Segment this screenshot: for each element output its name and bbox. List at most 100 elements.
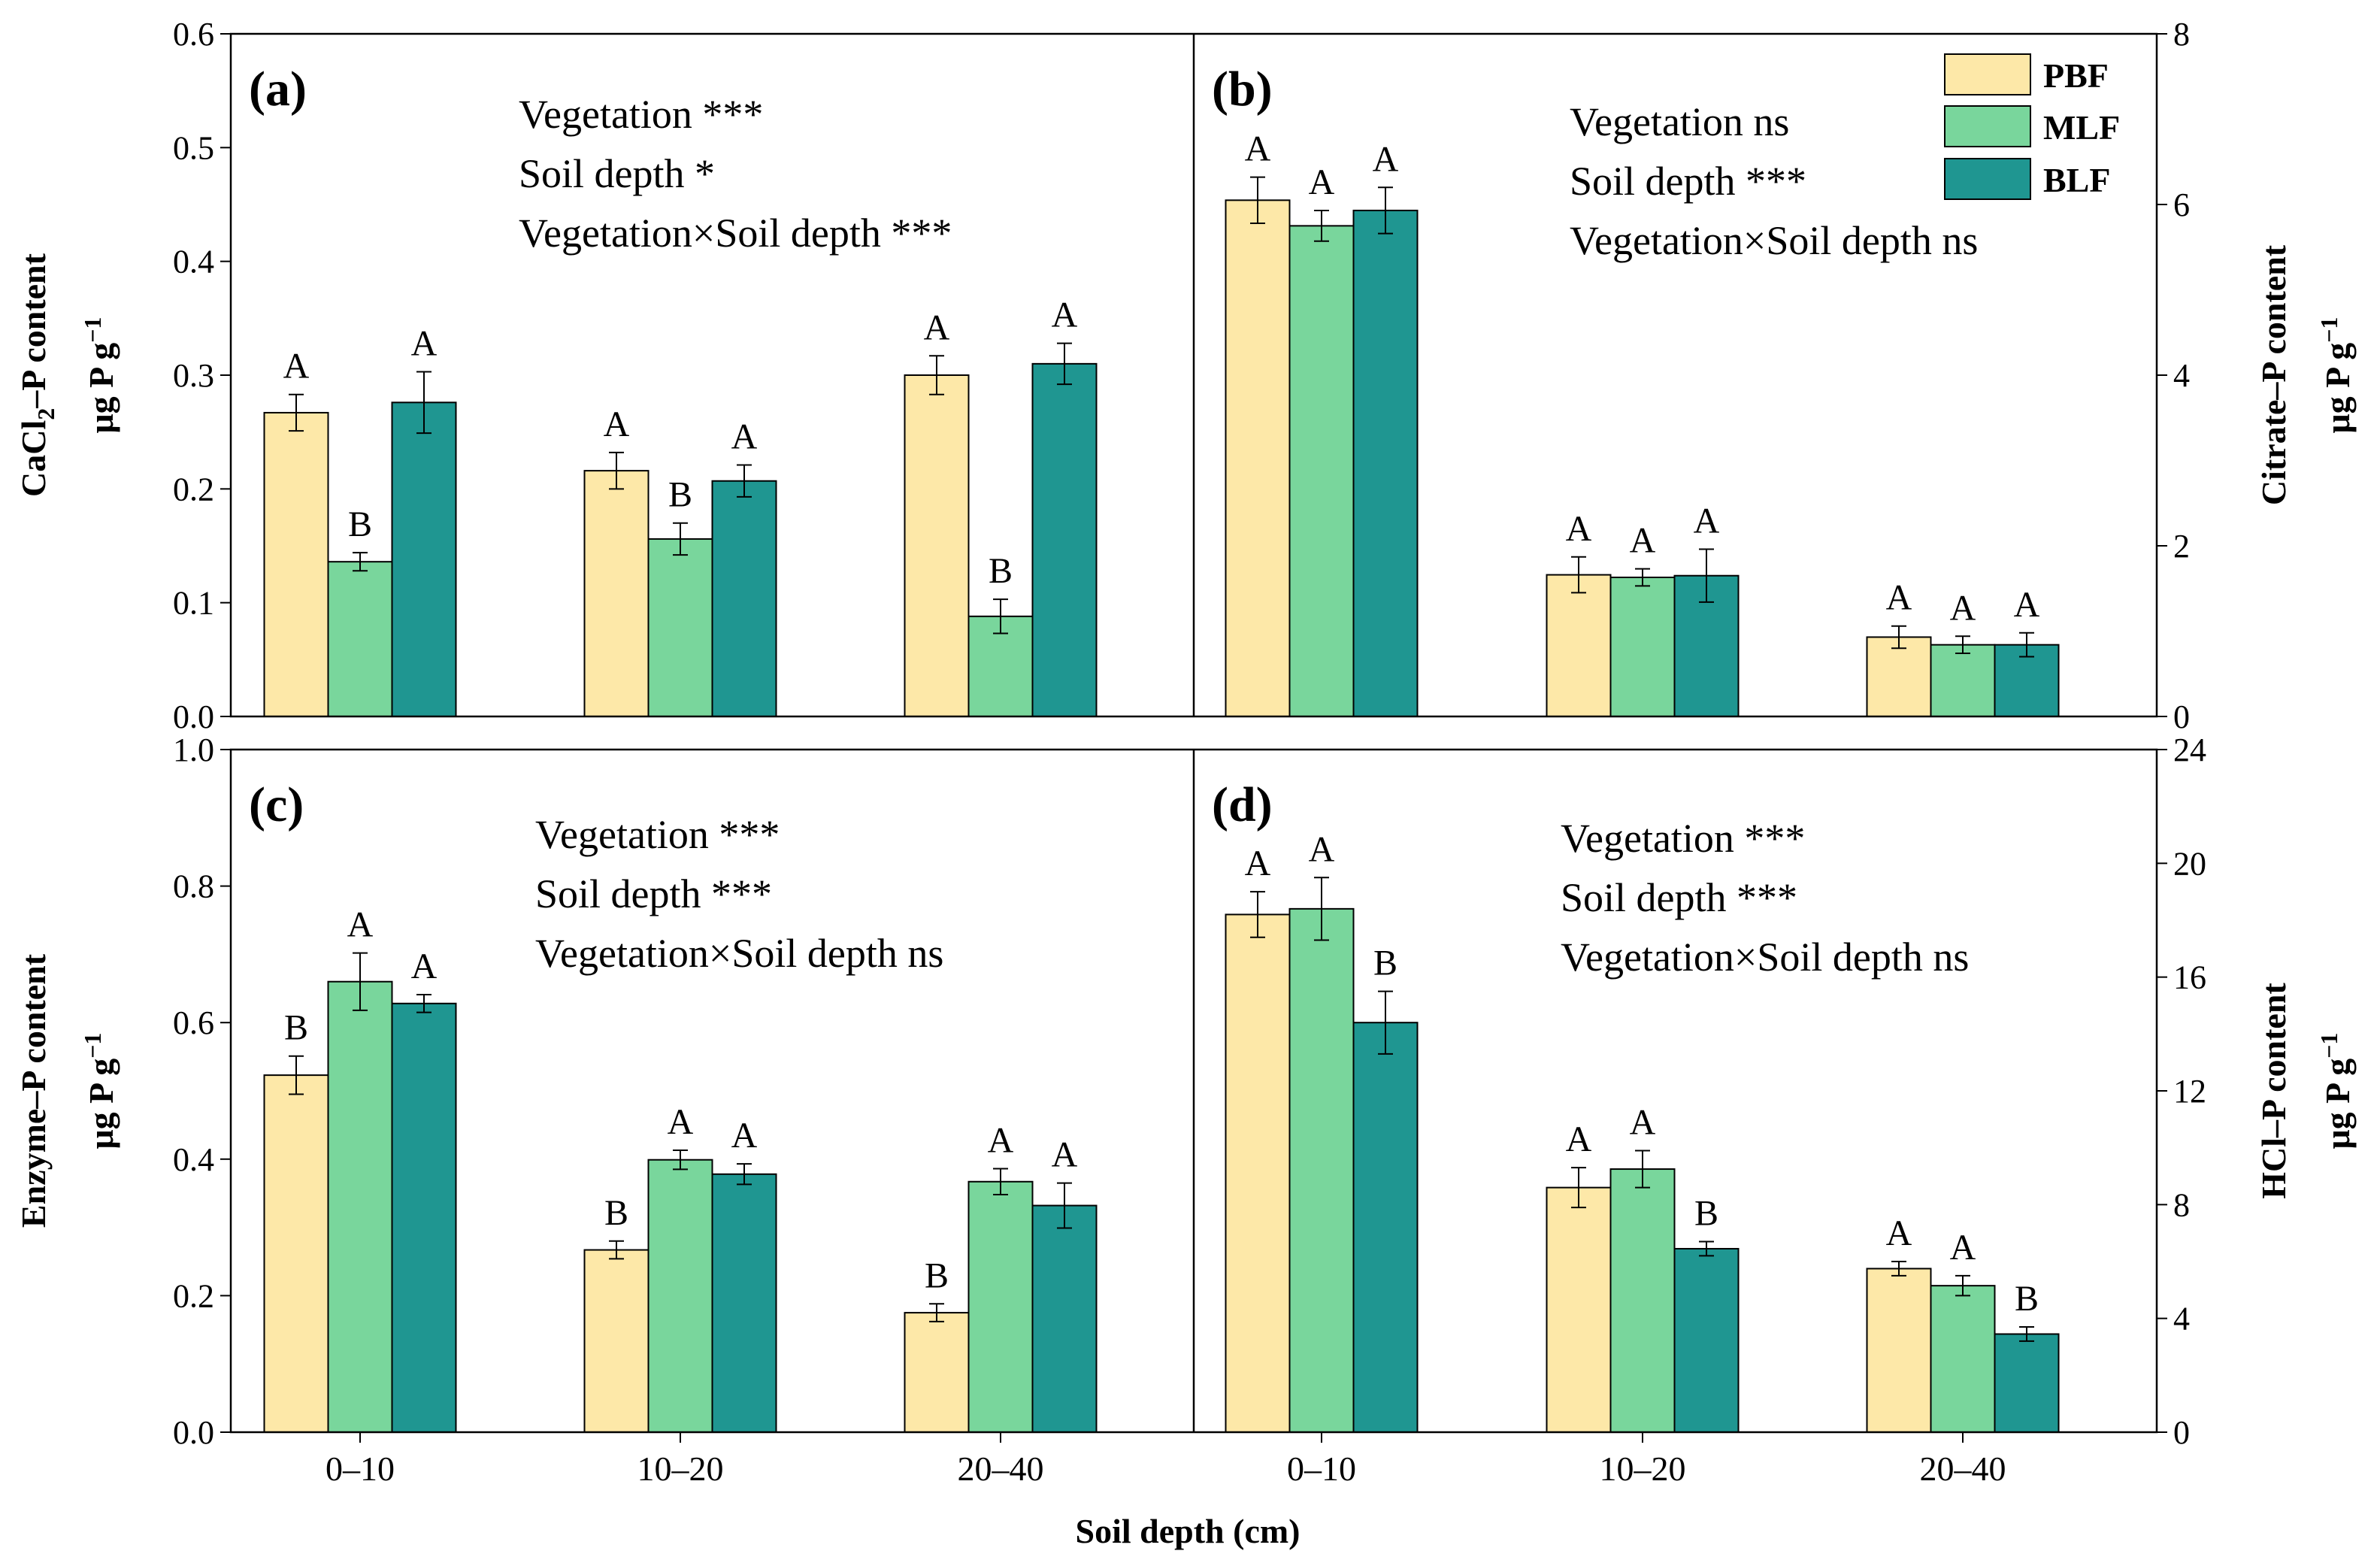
panel-d-bar-blf (1352, 1022, 1419, 1433)
panel-d-ytick-label: 20 (2173, 845, 2206, 882)
panel-c-ytick-label: 0.6 (173, 1004, 214, 1041)
panel-d-bar-blf (1994, 1333, 2060, 1433)
panel-d-ylabel-line1: HCl–P content (2254, 983, 2293, 1199)
panel-d-stat-line: Vegetation×Soil depth ns (1561, 934, 1969, 980)
panel-a-ylabel-line2: μg P g−1 (79, 317, 120, 434)
x-axis-label: Soil depth (cm) (1076, 1512, 1301, 1550)
panel-a-ytick-label: 0.4 (173, 244, 214, 280)
panel-c-bar-pbf (904, 1312, 970, 1433)
panel-d-bar-pbf (1546, 1186, 1612, 1433)
panel-b-sig-letter: A (1630, 521, 1656, 561)
panel-a-sig-letter: A (283, 347, 310, 386)
panel-a-stat-line: Soil depth * (519, 151, 715, 196)
panel-a-ytick-label: 0.6 (173, 16, 214, 53)
panel-d-bar-mlf (1930, 1285, 1996, 1433)
x-tick-label: 0–10 (1287, 1449, 1356, 1488)
panel-d-sig-letter: A (1886, 1213, 1912, 1253)
panel-c-stat-line: Vegetation×Soil depth ns (535, 931, 943, 976)
panel-c-stat-line: Soil depth *** (535, 871, 772, 916)
panel-a-ylabel-rest: –P content (14, 253, 53, 408)
panel-a-bar-blf (1031, 362, 1098, 717)
legend-label-pbf: PBF (2043, 56, 2109, 95)
panel-a-bar-mlf (647, 538, 713, 717)
panel-d-ytick-label: 24 (2173, 732, 2206, 768)
panel-a-ylabel-unit: μg P g (82, 343, 120, 434)
panel-d-sig-letter: A (1245, 844, 1271, 883)
panel-c-bar-blf (391, 1002, 457, 1433)
panel-c-ylabel-unit: μg P g (82, 1059, 120, 1150)
legend-swatch-mlf (1944, 105, 2031, 147)
panel-c-sig-letter: A (668, 1102, 694, 1142)
panel-d-bar-pbf (1866, 1268, 1932, 1434)
panel-b-sig-letter: A (1373, 139, 1399, 179)
panel-b-sig-letter: A (1886, 578, 1912, 618)
panel-b-ylabel-text: Citrate–P content (2254, 244, 2293, 505)
panel-a-ytick-label: 0.0 (173, 698, 214, 735)
panel-d-label: (d) (1212, 777, 1273, 832)
panel-b-bar-pbf (1225, 199, 1291, 717)
panel-b-ytick-label: 4 (2173, 357, 2190, 394)
panel-b-bar-mlf (1288, 225, 1355, 717)
panel-d-sig-letter: B (1694, 1194, 1718, 1234)
legend-swatch-pbf (1944, 53, 2031, 95)
panel-c-bar-mlf (967, 1180, 1034, 1434)
panel-c-label: (c) (249, 777, 304, 832)
panel-a-sig-letter: A (604, 404, 630, 444)
panel-b-bar-pbf (1546, 574, 1612, 718)
panel-c-sig-letter: A (411, 947, 438, 986)
panel-d-bar-mlf (1288, 907, 1355, 1434)
panel-a-label: (a) (249, 62, 307, 117)
panel-b-bar-blf (1352, 209, 1419, 717)
panel-a-bar-pbf (904, 374, 970, 717)
panel-c-stat-line: Vegetation *** (535, 812, 780, 857)
panel-a-bar-pbf (263, 411, 329, 717)
panel-c-sig-letter: B (284, 1008, 308, 1048)
legend: PBF MLF BLF (1944, 53, 2120, 200)
legend-label-mlf: MLF (2043, 108, 2120, 147)
panel-b-sig-letter: A (1950, 588, 1976, 628)
panel-a-ytick-label: 0.5 (173, 129, 214, 166)
panel-d-ylabel-text: HCl–P content (2254, 983, 2293, 1199)
panel-a-sig-letter: A (1052, 295, 1078, 335)
panel-d-ylabel-line2: μg P g−1 (2315, 1033, 2357, 1150)
panel-c-sig-letter: B (604, 1193, 628, 1233)
panel-b-bar-mlf (1930, 644, 1996, 717)
panel-c-ylabel-superscript: −1 (79, 1033, 106, 1059)
panel-b-ylabel-line2: μg P g−1 (2315, 317, 2357, 434)
panel-a-ylabel-text: CaCl (14, 420, 53, 497)
panel-d-sig-letter: B (2015, 1279, 2039, 1319)
panel-c-sig-letter: A (1052, 1135, 1078, 1175)
panel-c-bar-blf (1031, 1204, 1098, 1433)
panel-d-sig-letter: A (1950, 1228, 1976, 1268)
panel-b-bar-mlf (1609, 576, 1676, 717)
panel-d-stat-line: Soil depth *** (1561, 875, 1797, 920)
panel-c-ylabel-text: Enzyme–P content (14, 953, 53, 1228)
panel-d-sig-letter: A (1566, 1119, 1592, 1159)
panel-c-ytick-label: 1.0 (173, 732, 214, 768)
panel-d-bar-mlf (1609, 1168, 1676, 1433)
panel-d-ytick-label: 8 (2173, 1186, 2190, 1223)
panel-a-stat-line: Vegetation×Soil depth *** (519, 211, 952, 256)
panel-b-sig-letter: A (2014, 585, 2040, 625)
x-tick-label: 10–20 (1600, 1449, 1686, 1488)
panel-b-sig-letter: A (1309, 162, 1335, 202)
panel-d-sig-letter: A (1630, 1102, 1656, 1142)
panel-c-ytick-label: 0.4 (173, 1141, 214, 1178)
panel-a-sig-letter: A (924, 307, 950, 347)
panel-c-bar-pbf (263, 1074, 329, 1433)
panel-d-sig-letter: A (1309, 829, 1335, 869)
panel-c-ylabel-line2: μg P g−1 (79, 1033, 120, 1150)
panel-c-bar-mlf (647, 1159, 713, 1433)
legend-label-blf: BLF (2043, 161, 2110, 199)
panel-b-sig-letter: A (1245, 129, 1271, 169)
panel-c-sig-letter: B (925, 1256, 949, 1295)
x-tick-label: 10–20 (637, 1449, 724, 1488)
panel-b-ylabel-superscript: −1 (2315, 317, 2342, 343)
panel-a-ylabel-line1: CaCl2–P content (14, 253, 59, 497)
panel-d-bar-blf (1673, 1247, 1740, 1433)
panel-d-ytick-label: 16 (2173, 959, 2206, 996)
panel-a-sig-letter: A (411, 323, 438, 363)
panel-a-sig-letter: A (731, 417, 758, 457)
panel-d-stat-line: Vegetation *** (1561, 816, 1805, 861)
panel-c-bar-blf (711, 1173, 777, 1433)
